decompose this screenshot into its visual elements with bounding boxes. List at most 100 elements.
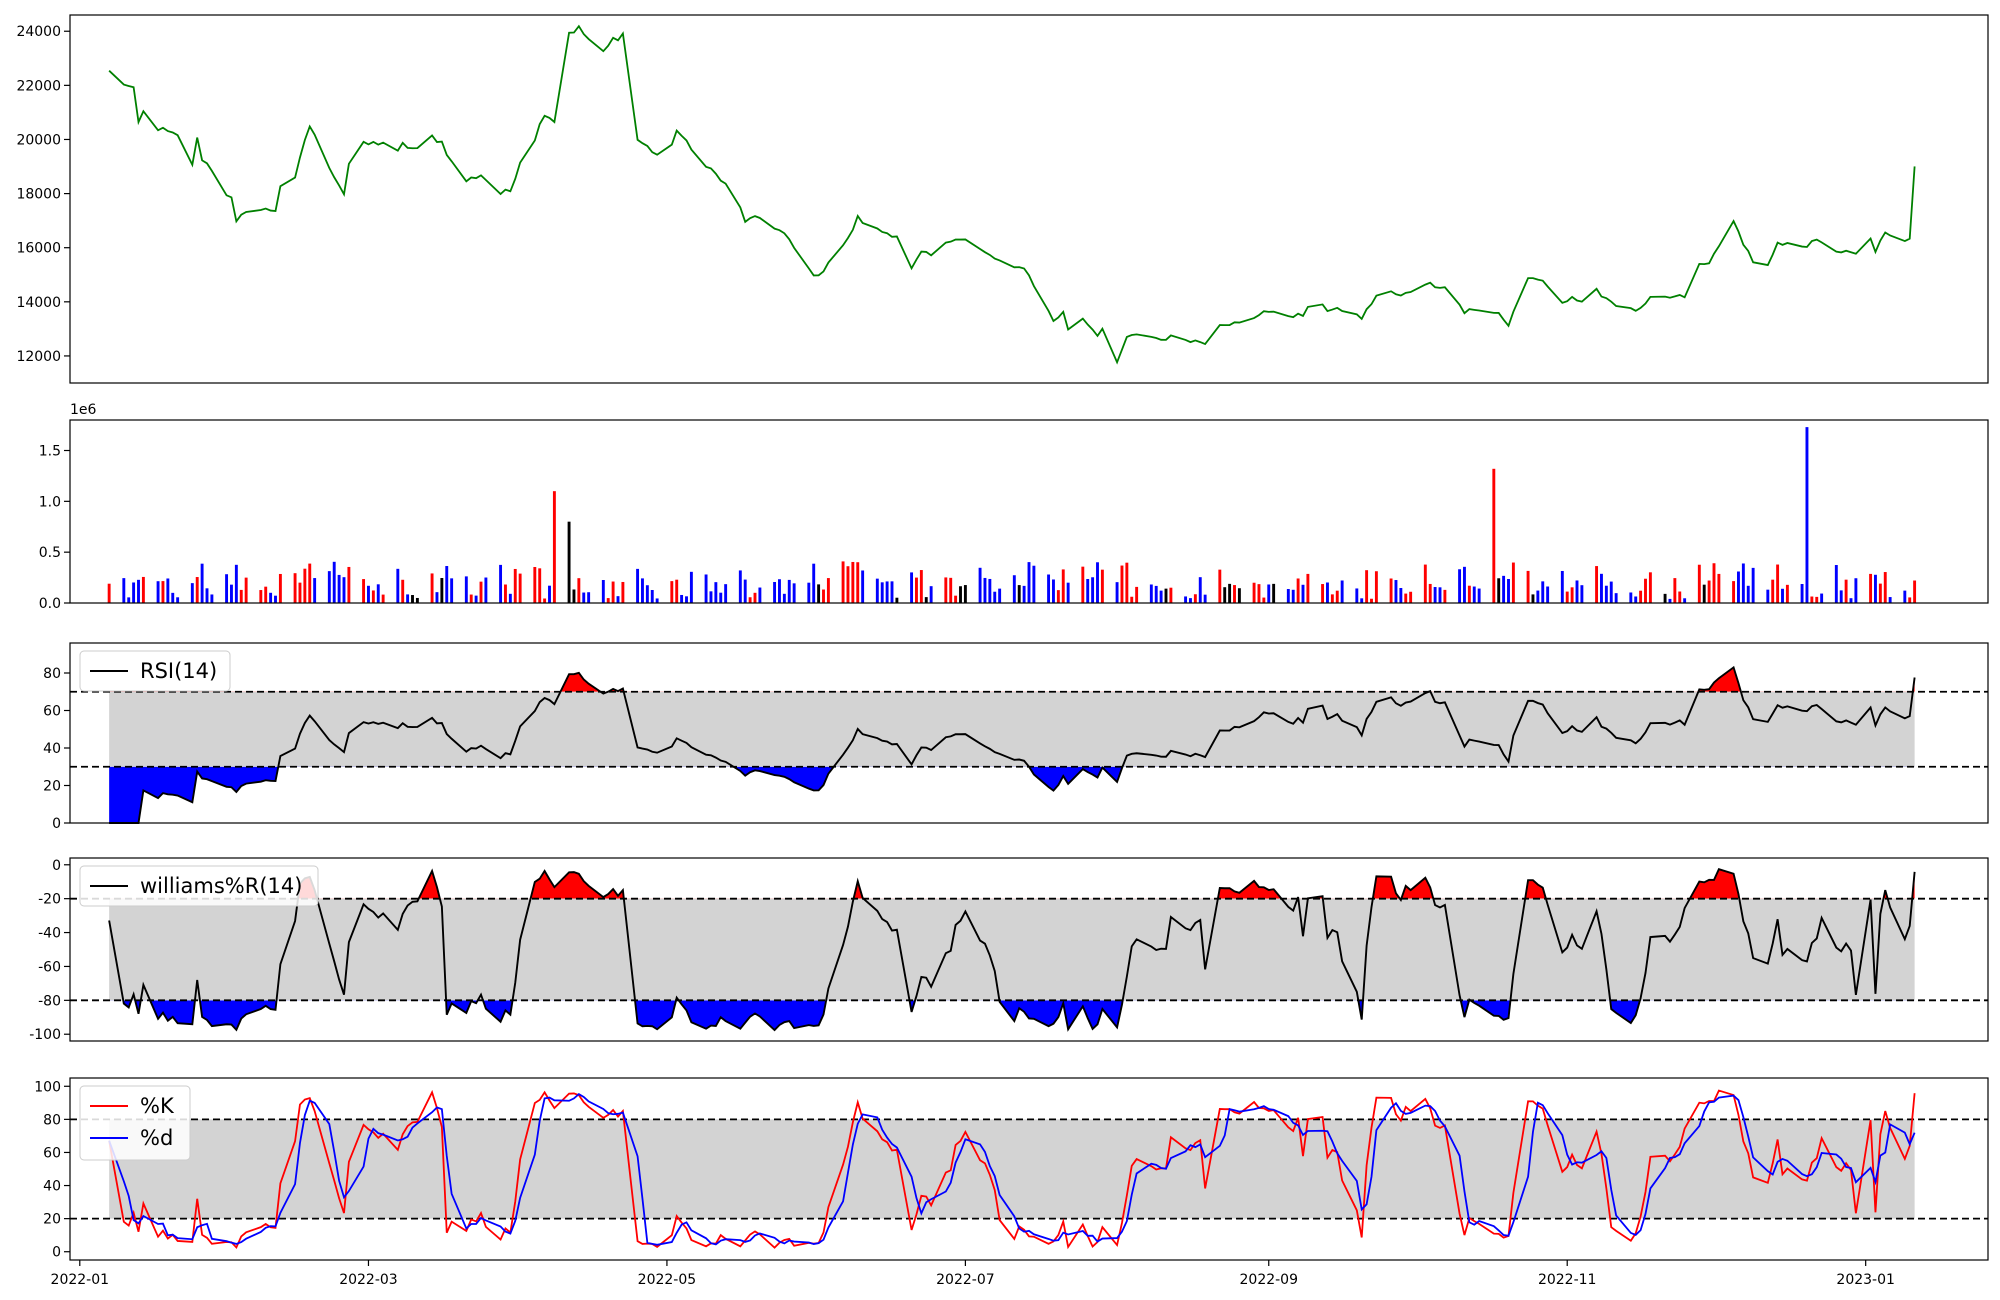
stoch-frame bbox=[69, 1077, 1989, 1261]
williams-line bbox=[108, 868, 1916, 1032]
volume-bar bbox=[851, 561, 855, 603]
volume-bar bbox=[885, 581, 889, 603]
volume-bar bbox=[1741, 563, 1745, 603]
volume-bar bbox=[269, 592, 273, 603]
volume-bar bbox=[1159, 590, 1163, 603]
volume-bar bbox=[890, 581, 894, 603]
volume-bar bbox=[1844, 579, 1848, 603]
legend-label: %K bbox=[140, 1094, 175, 1118]
volume-bar bbox=[587, 592, 591, 603]
volume-bar bbox=[689, 571, 693, 603]
williams-ytick-label: -80 bbox=[38, 993, 61, 1009]
volume-bar bbox=[1908, 597, 1912, 603]
volume-bar bbox=[1149, 584, 1153, 603]
rsi-ytick-label: 0 bbox=[52, 816, 61, 832]
volume-bar bbox=[1428, 583, 1432, 603]
volume-bar bbox=[435, 592, 439, 603]
volume-bar bbox=[954, 595, 958, 603]
volume-bar bbox=[415, 597, 419, 603]
volume-bar bbox=[362, 579, 366, 603]
volume-bar bbox=[244, 577, 248, 603]
volume-bar bbox=[1600, 573, 1603, 603]
volume-bar bbox=[1189, 598, 1192, 603]
volume-ytick-label: 1.0 bbox=[39, 494, 61, 510]
volume-bar bbox=[1820, 593, 1824, 603]
volume-bar bbox=[601, 580, 605, 603]
x-tick-label: 2022-09 bbox=[1240, 1272, 1299, 1288]
stochastic-panel: 0 20 40 60 80 100 %K %d bbox=[34, 1077, 1989, 1261]
volume-bar bbox=[518, 573, 522, 603]
volume-bar bbox=[406, 594, 410, 603]
volume-bar bbox=[1291, 589, 1295, 603]
volume-bar bbox=[1017, 585, 1021, 603]
volume-bar bbox=[1815, 596, 1819, 603]
volume-bar bbox=[342, 577, 346, 603]
volume-bar bbox=[680, 594, 684, 603]
volume-bar bbox=[1374, 571, 1378, 603]
stoch-ytick-label: 100 bbox=[34, 1079, 61, 1095]
volume-bar bbox=[1697, 564, 1701, 603]
volume-bar bbox=[616, 596, 620, 603]
volume-bar bbox=[1032, 565, 1036, 603]
volume-bar bbox=[1233, 585, 1236, 603]
volume-bar bbox=[1800, 584, 1804, 603]
volume-bar bbox=[1047, 574, 1051, 603]
volume-bar bbox=[1218, 569, 1222, 603]
volume-bar bbox=[1223, 587, 1227, 603]
volume-bar bbox=[1404, 593, 1408, 603]
volume-bar bbox=[1370, 598, 1373, 603]
volume-bar bbox=[1389, 578, 1393, 603]
volume-bar bbox=[1717, 573, 1721, 603]
volume-bar bbox=[127, 597, 131, 603]
stoch-d-line bbox=[108, 1092, 1916, 1246]
volume-bar bbox=[670, 581, 674, 603]
volume-bar bbox=[1903, 590, 1907, 603]
volume-bar bbox=[743, 579, 747, 603]
volume-bar bbox=[166, 578, 170, 603]
volume-bar bbox=[826, 578, 830, 603]
volume-bar bbox=[293, 573, 297, 603]
williams-frame bbox=[69, 857, 1989, 1042]
williams-ytick-label: -40 bbox=[38, 926, 61, 942]
volume-bar bbox=[371, 590, 375, 603]
volume-bar bbox=[239, 589, 243, 603]
volume-bar bbox=[1125, 562, 1129, 603]
volume-bar bbox=[650, 590, 654, 603]
volume-bar bbox=[1399, 588, 1403, 603]
williams-ytick-label: -20 bbox=[38, 892, 61, 908]
volume-bar bbox=[1438, 587, 1442, 603]
volume-bar bbox=[430, 573, 434, 603]
legend-label: RSI(14) bbox=[140, 659, 217, 683]
volume-bar bbox=[1648, 572, 1652, 603]
volume-bar bbox=[278, 573, 282, 603]
volume-bar bbox=[1458, 569, 1462, 603]
volume-bar bbox=[1526, 570, 1530, 603]
volume-bar bbox=[1888, 597, 1892, 603]
volume-bar bbox=[1507, 579, 1510, 603]
volume-bar bbox=[929, 586, 933, 603]
volume-bar bbox=[538, 568, 542, 603]
volume-bar bbox=[298, 582, 302, 603]
x-tick-label: 2022-05 bbox=[638, 1272, 697, 1288]
volume-bar bbox=[611, 581, 615, 603]
volume-bar bbox=[704, 574, 708, 603]
volume-bar bbox=[1477, 588, 1481, 603]
volume-bar bbox=[1262, 597, 1266, 603]
volume-bar bbox=[998, 588, 1002, 603]
price-ytick-label: 18000 bbox=[16, 187, 61, 203]
volume-bar bbox=[1335, 590, 1339, 603]
volume-bar bbox=[655, 598, 659, 603]
volume-bar bbox=[1120, 565, 1124, 603]
volume-bar bbox=[675, 579, 679, 603]
volume-bar bbox=[1712, 563, 1716, 603]
x-tick-label: 2022-01 bbox=[51, 1272, 110, 1288]
volume-frame bbox=[69, 419, 1989, 604]
volume-bar bbox=[122, 578, 126, 603]
volume-bar bbox=[606, 598, 610, 603]
volume-bar bbox=[1511, 562, 1515, 603]
price-line bbox=[108, 24, 1916, 365]
stoch-ytick-label: 60 bbox=[43, 1145, 61, 1161]
volume-bar bbox=[1839, 590, 1843, 603]
volume-bar bbox=[1570, 587, 1574, 603]
volume-bar bbox=[1732, 581, 1736, 603]
